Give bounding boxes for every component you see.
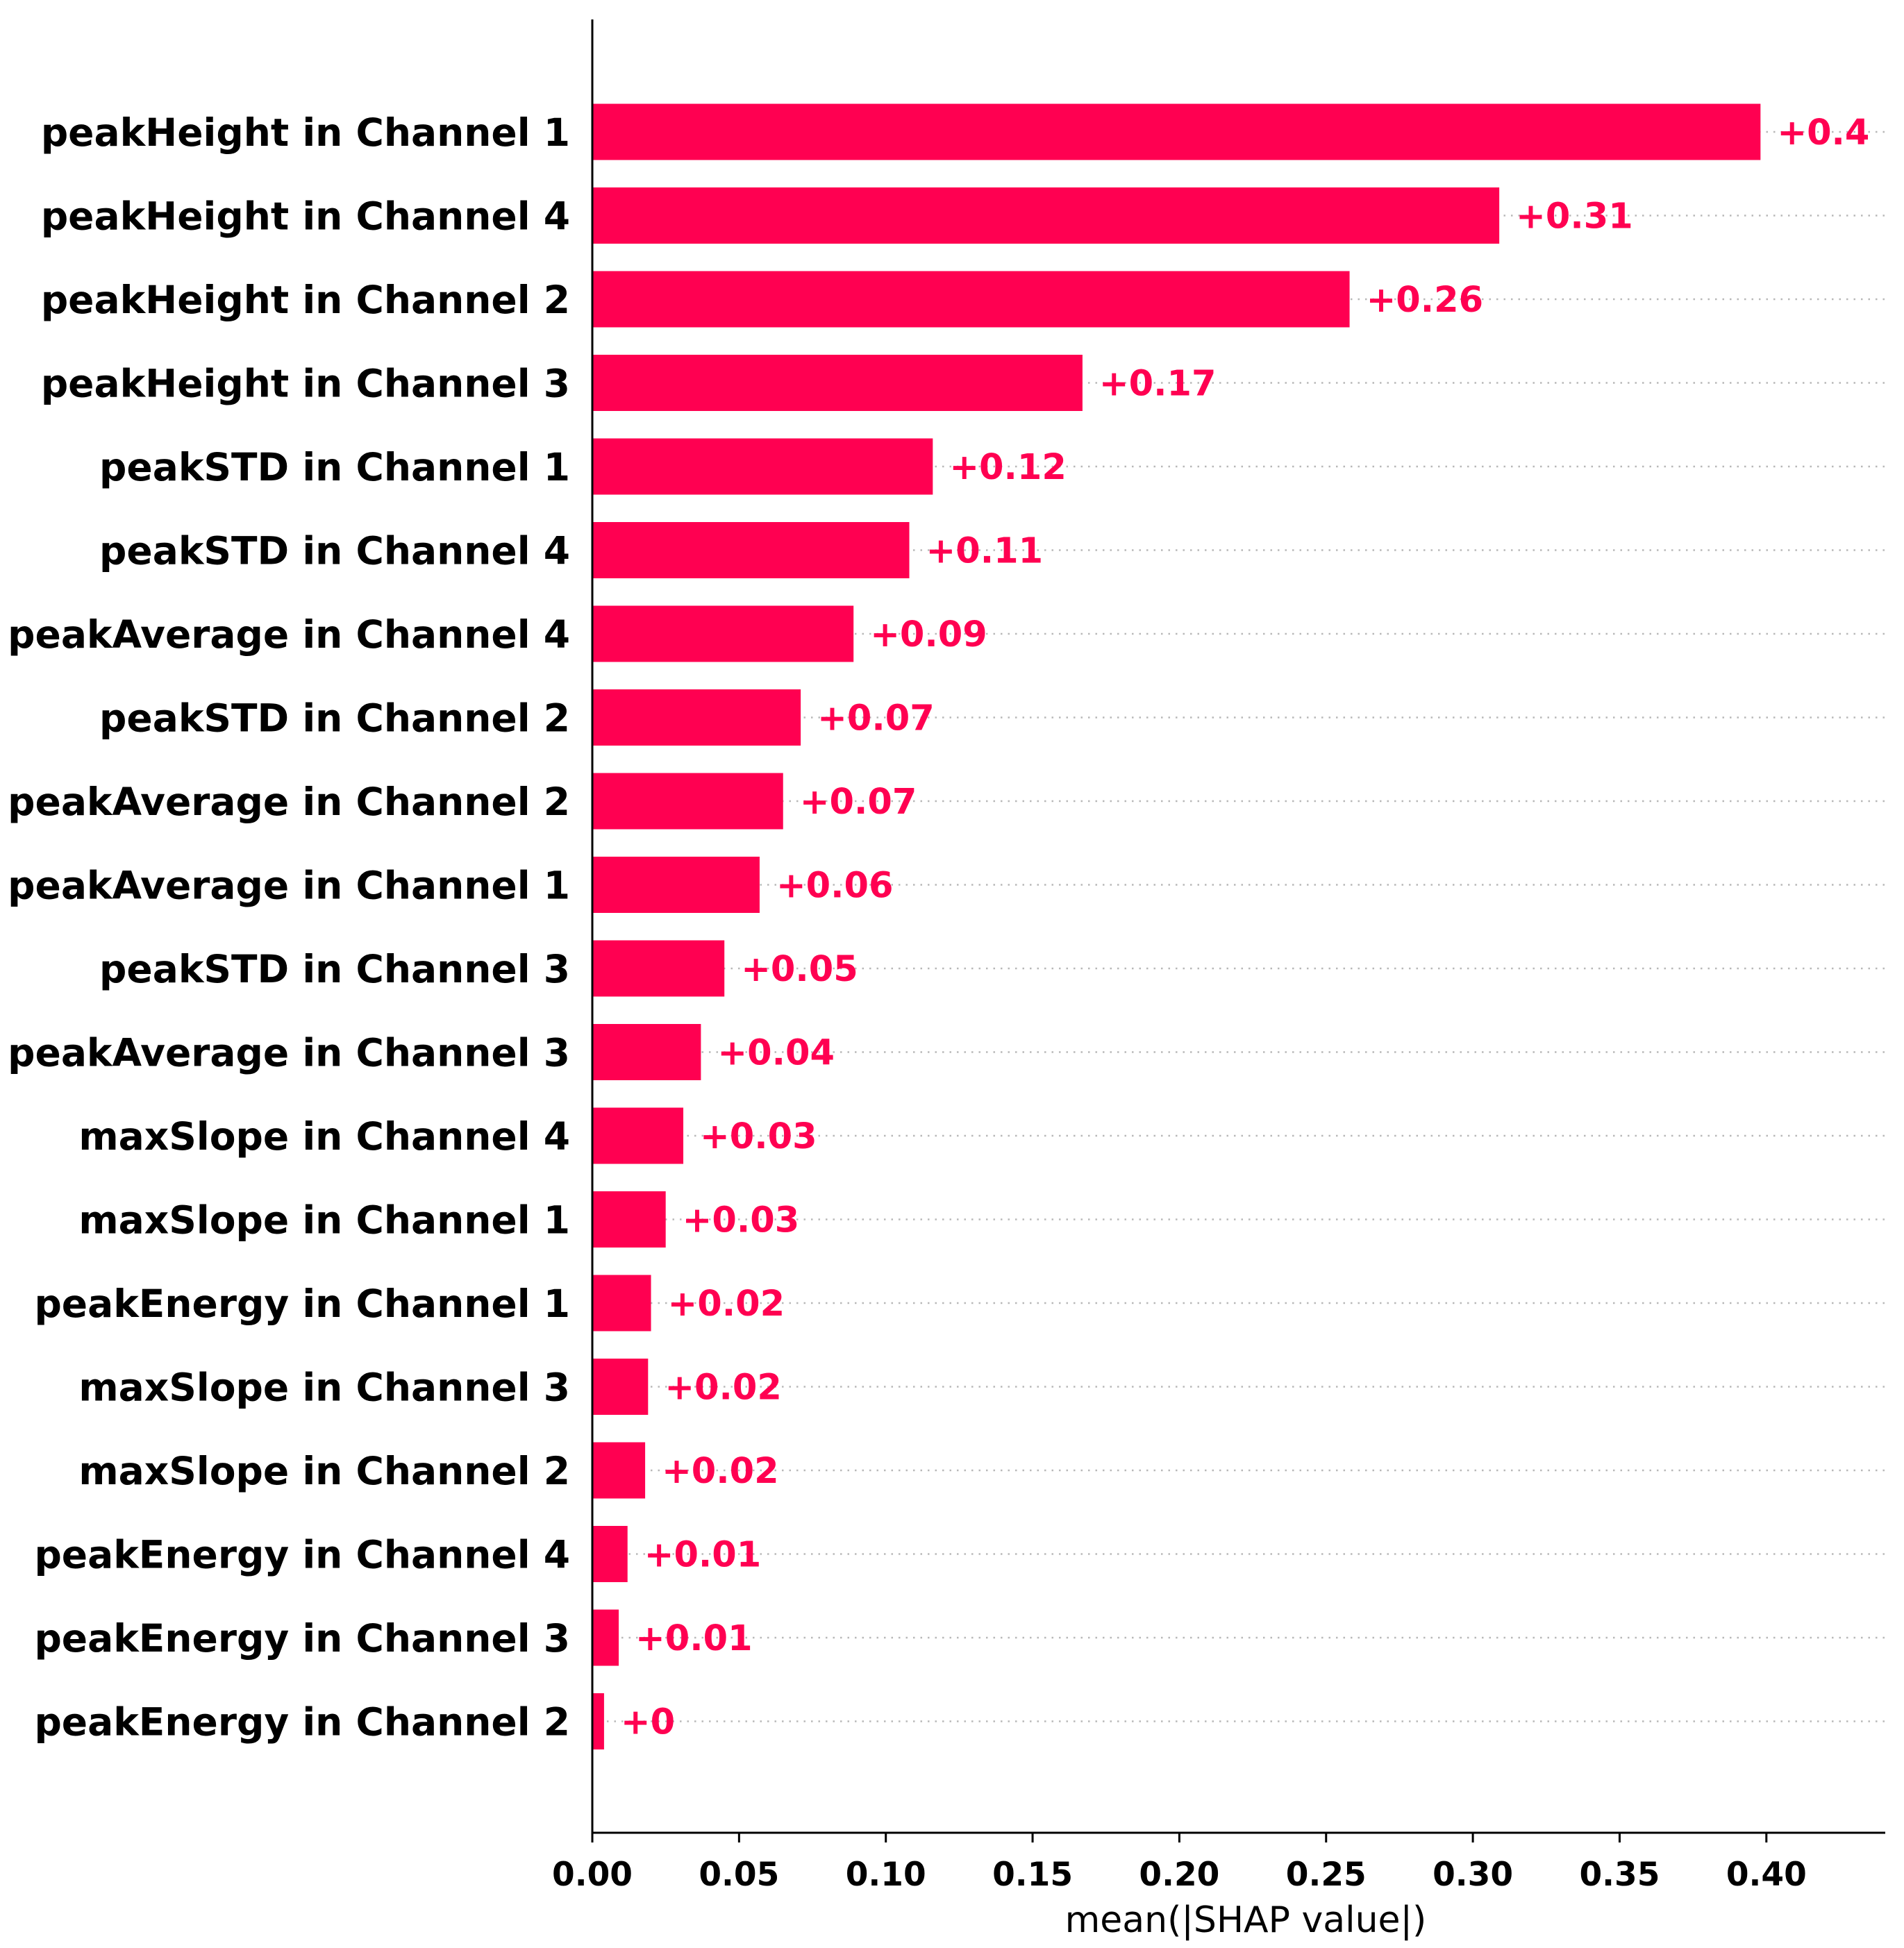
value-label: +0.31 [1516, 196, 1633, 237]
value-label: +0.02 [662, 1451, 779, 1492]
category-label: maxSlope in Channel 3 [78, 1366, 570, 1410]
category-label: peakSTD in Channel 1 [99, 445, 570, 489]
bar [592, 187, 1500, 244]
bar [592, 1359, 649, 1415]
value-label: +0.07 [800, 782, 917, 823]
x-tick-label: 0.20 [1139, 1856, 1219, 1894]
value-label: +0.03 [683, 1200, 800, 1241]
category-label: peakAverage in Channel 1 [8, 864, 570, 908]
x-tick-label: 0.25 [1286, 1856, 1367, 1894]
value-labels: +0.4 +0.31 +0.26 +0.17 +0.12 +0.11 +0.09 +0.07 +… [621, 112, 1870, 1743]
value-label: +0.05 [741, 949, 858, 990]
value-label: +0.4 [1777, 112, 1869, 153]
value-label: +0.26 [1367, 280, 1484, 321]
bar [592, 1526, 628, 1582]
value-label: +0.02 [668, 1284, 785, 1325]
category-label: peakHeight in Channel 4 [41, 194, 570, 239]
bar [592, 689, 801, 746]
value-label: +0.01 [644, 1535, 762, 1576]
x-tick-label: 0.10 [846, 1856, 926, 1894]
category-label: peakAverage in Channel 4 [8, 612, 570, 657]
bar [592, 1693, 604, 1749]
x-tick-label: 0.30 [1433, 1856, 1513, 1894]
category-label: peakSTD in Channel 4 [99, 529, 570, 573]
category-label: peakAverage in Channel 2 [8, 780, 570, 824]
category-label: peakSTD in Channel 2 [99, 696, 570, 741]
bar [592, 940, 725, 997]
value-label: +0.07 [817, 698, 935, 739]
value-label: +0.06 [776, 866, 894, 907]
value-label: +0.03 [700, 1116, 817, 1157]
category-label: peakSTD in Channel 3 [99, 947, 570, 991]
bar [592, 522, 910, 578]
bar [592, 103, 1761, 160]
value-label: +0.04 [717, 1033, 835, 1074]
value-label: +0.11 [926, 531, 1044, 572]
value-label: +0.17 [1099, 364, 1217, 405]
category-label: peakEnergy in Channel 3 [34, 1616, 570, 1661]
bar [592, 1609, 619, 1666]
category-label: peakHeight in Channel 2 [41, 278, 570, 322]
x-tick-label: 0.00 [552, 1856, 633, 1894]
bar [592, 1275, 651, 1332]
category-label: peakHeight in Channel 1 [41, 110, 570, 155]
value-label: +0 [621, 1702, 675, 1743]
category-label: maxSlope in Channel 2 [78, 1449, 570, 1493]
value-label: +0.12 [949, 447, 1067, 488]
axes [591, 19, 1885, 1834]
bar [592, 355, 1083, 411]
bar [592, 1442, 646, 1499]
value-label: +0.01 [635, 1618, 753, 1659]
category-label: peakEnergy in Channel 4 [34, 1533, 570, 1577]
category-label: maxSlope in Channel 4 [78, 1114, 570, 1159]
bar [592, 271, 1350, 328]
x-tick-label: 0.40 [1726, 1856, 1807, 1894]
bar [592, 1024, 701, 1080]
x-tick-label: 0.15 [992, 1856, 1073, 1894]
category-labels: peakHeight in Channel 1 peakHeight in Cha… [8, 110, 570, 1745]
x-axis-title: mean(|SHAP value|) [1065, 1899, 1427, 1941]
category-label: peakAverage in Channel 3 [8, 1031, 570, 1075]
category-label: peakEnergy in Channel 2 [34, 1700, 570, 1745]
bar [592, 773, 783, 830]
bar [592, 605, 854, 662]
category-label: peakEnergy in Channel 1 [34, 1282, 570, 1326]
x-tick-label: 0.05 [699, 1856, 779, 1894]
category-label: maxSlope in Channel 1 [78, 1198, 570, 1243]
bar [592, 1191, 666, 1248]
bar [592, 438, 933, 495]
value-label: +0.02 [665, 1368, 782, 1409]
category-label: peakHeight in Channel 3 [41, 362, 570, 406]
x-axis-ticks: 0.00 0.05 0.10 0.15 0.20 0.25 0.30 0.35 0.40 [552, 1833, 1807, 1894]
bar [592, 1107, 684, 1164]
bars [592, 103, 1761, 1749]
x-tick-label: 0.35 [1579, 1856, 1660, 1894]
bar [592, 857, 760, 913]
value-label: +0.09 [870, 614, 987, 655]
